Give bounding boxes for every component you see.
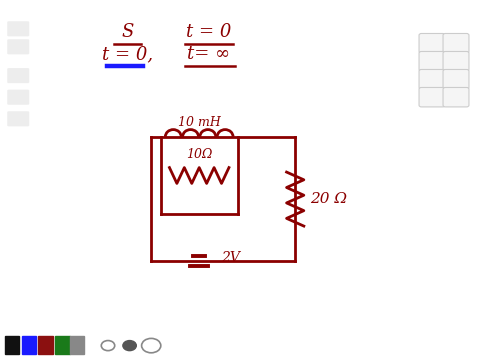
Text: 10 mH: 10 mH xyxy=(178,116,221,129)
Bar xyxy=(55,336,70,354)
FancyBboxPatch shape xyxy=(7,111,29,126)
Bar xyxy=(22,336,36,354)
Text: t = 0: t = 0 xyxy=(186,23,231,41)
FancyBboxPatch shape xyxy=(7,68,29,83)
FancyBboxPatch shape xyxy=(419,87,445,107)
FancyBboxPatch shape xyxy=(419,51,445,71)
FancyBboxPatch shape xyxy=(7,90,29,105)
Text: t = 0,: t = 0, xyxy=(102,45,153,63)
FancyBboxPatch shape xyxy=(7,39,29,54)
FancyBboxPatch shape xyxy=(443,33,469,53)
Circle shape xyxy=(123,341,136,351)
Bar xyxy=(70,336,84,354)
FancyBboxPatch shape xyxy=(7,21,29,36)
Text: t= ∞: t= ∞ xyxy=(187,45,230,63)
Text: 20 Ω: 20 Ω xyxy=(310,192,347,206)
FancyBboxPatch shape xyxy=(443,69,469,89)
Text: 2V: 2V xyxy=(221,251,240,265)
FancyBboxPatch shape xyxy=(443,51,469,71)
Bar xyxy=(38,336,53,354)
Bar xyxy=(5,336,19,354)
FancyBboxPatch shape xyxy=(419,69,445,89)
FancyBboxPatch shape xyxy=(419,33,445,53)
FancyBboxPatch shape xyxy=(443,87,469,107)
Text: 10Ω: 10Ω xyxy=(186,148,212,161)
Text: S: S xyxy=(121,23,133,41)
